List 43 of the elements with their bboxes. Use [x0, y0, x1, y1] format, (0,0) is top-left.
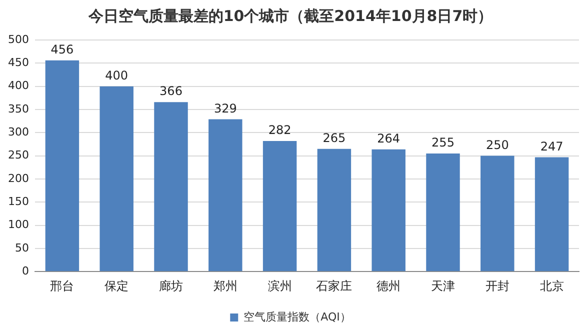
- x-tick-label: 邢台: [50, 278, 74, 293]
- data-label: 282: [268, 123, 292, 138]
- bar: [372, 149, 406, 272]
- data-label: 329: [214, 101, 237, 116]
- y-tick-label: 150: [8, 194, 29, 208]
- bar: [426, 153, 460, 272]
- x-tick-label: 石家庄: [316, 278, 352, 293]
- y-tick-label: 350: [8, 102, 29, 116]
- y-tick-label: 400: [8, 79, 29, 92]
- y-tick-label: 0: [22, 264, 29, 278]
- x-tick-label: 天津: [431, 278, 455, 293]
- bar: [100, 86, 134, 272]
- data-label: 456: [50, 42, 74, 57]
- bar: [534, 157, 569, 272]
- bar: [480, 156, 514, 272]
- x-tick-label: 德州: [376, 278, 401, 293]
- bar: [154, 102, 188, 272]
- x-tick-label: 开封: [485, 278, 510, 293]
- x-tick-label: 郑州: [213, 278, 238, 293]
- y-tick-label: 50: [14, 241, 29, 254]
- data-label: 247: [540, 139, 564, 154]
- chart-title: 今日空气质量最差的10个城市（截至2014年10月8日7时）: [87, 6, 493, 25]
- bar: [45, 60, 80, 272]
- data-label: 400: [105, 68, 128, 82]
- y-tick-label: 500: [8, 32, 29, 46]
- bar: [208, 119, 242, 272]
- y-tick-label: 200: [8, 172, 29, 185]
- data-label: 264: [377, 131, 400, 146]
- x-tick-label: 保定: [104, 278, 129, 293]
- data-label: 250: [486, 138, 509, 152]
- data-label: 255: [432, 136, 454, 150]
- x-tick-label: 滨州: [268, 278, 292, 293]
- y-tick-label: 100: [8, 218, 29, 232]
- x-tick-label: 北京: [540, 278, 564, 293]
- y-tick-label: 300: [8, 126, 29, 138]
- data-label: 265: [322, 130, 346, 145]
- y-tick-label: 450: [8, 56, 29, 70]
- y-tick-label: 250: [8, 148, 29, 162]
- bar: [317, 148, 352, 272]
- data-label: 366: [160, 84, 182, 98]
- legend-label: 空气质量指数（AQI）: [244, 310, 351, 324]
- bar: [262, 140, 297, 272]
- x-tick-label: 廊坊: [158, 278, 183, 293]
